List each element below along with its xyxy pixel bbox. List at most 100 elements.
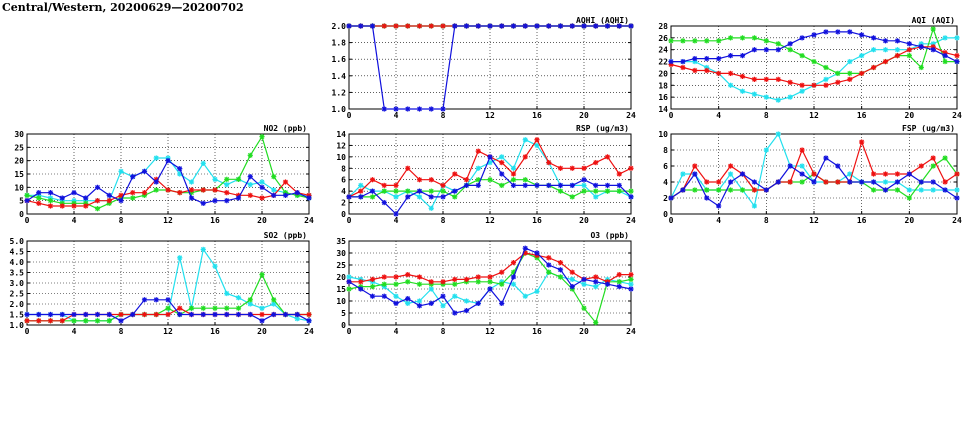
data-point-rsp-3-11 — [475, 182, 481, 189]
data-point-o3-3-4 — [393, 300, 399, 306]
data-point-fsp-3-12 — [811, 179, 817, 185]
data-point-no2-2-15 — [200, 187, 206, 193]
x-tick-label-aqhi-6: 24 — [626, 111, 636, 120]
data-point-rsp-3-0 — [346, 194, 352, 200]
y-tick-label-so2-8: 5.0 — [10, 237, 25, 246]
data-point-o3-1-23 — [616, 279, 622, 285]
data-point-o3-2-7 — [428, 279, 434, 285]
x-tick-label-rsp-0: 0 — [347, 216, 352, 225]
data-point-aqi-0-5 — [727, 82, 734, 88]
data-point-no2-3-1 — [36, 190, 42, 196]
data-point-aqi-3-20 — [906, 41, 912, 47]
data-point-so2-3-21 — [271, 311, 277, 318]
data-point-rsp-2-3 — [381, 182, 387, 189]
y-tick-label-aqi-5: 24 — [658, 46, 668, 55]
data-point-o3-1-12 — [487, 279, 493, 285]
data-point-rsp-2-5 — [405, 165, 411, 171]
data-point-aqi-3-23 — [942, 53, 948, 59]
data-point-fsp-0-9 — [775, 131, 781, 137]
data-point-aqhi-2-6 — [416, 23, 423, 29]
data-point-aqi-0-15 — [847, 58, 853, 65]
data-point-so2-3-6 — [94, 311, 101, 318]
data-point-fsp-3-20 — [906, 171, 912, 177]
series-line-no2-2 — [26, 178, 310, 207]
data-point-so2-2-1 — [36, 318, 42, 324]
x-tick-label-so2-3: 12 — [163, 327, 173, 336]
data-point-rsp-1-14 — [510, 177, 517, 183]
data-point-fsp-0-21 — [918, 187, 924, 193]
data-point-aqhi-3-14 — [510, 23, 517, 29]
chart-title-aqi: AQI (AQI) — [912, 16, 955, 25]
x-tick-label-o3-4: 16 — [532, 327, 542, 336]
chart-so2: 1.01.5 2.02.5 3.03.5 4.04.5 5.0 0 4 8 12 16 20 24 SO… — [10, 231, 314, 336]
data-point-aqi-2-10 — [787, 79, 793, 85]
data-point-aqhi-3-6 — [416, 106, 423, 112]
data-point-no2-2-9 — [130, 190, 136, 196]
data-point-aqi-3-17 — [870, 35, 877, 41]
data-point-so2-3-5 — [83, 311, 89, 318]
y-tick-label-aqi-7: 28 — [658, 22, 668, 31]
data-point-o3-2-4 — [393, 274, 399, 280]
data-point-o3-3-22 — [604, 281, 611, 287]
y-tick-label-aqhi-1: 1.2 — [332, 88, 347, 97]
data-point-no2-1-20 — [259, 134, 265, 140]
data-point-aqi-1-2 — [692, 38, 698, 44]
data-point-rsp-0-14 — [510, 165, 517, 171]
data-point-fsp-2-16 — [859, 139, 865, 145]
data-point-aqi-2-12 — [811, 82, 817, 88]
data-point-o3-3-8 — [440, 293, 446, 299]
data-point-fsp-2-18 — [882, 171, 889, 177]
data-point-rsp-3-21 — [593, 182, 599, 189]
data-point-so2-1-19 — [247, 297, 253, 303]
data-point-aqi-1-22 — [930, 26, 936, 32]
data-point-fsp-3-0 — [668, 195, 674, 201]
data-point-so2-1-6 — [94, 318, 101, 324]
data-point-aqhi-3-12 — [487, 23, 493, 29]
data-point-aqhi-2-3 — [381, 23, 387, 29]
data-point-fsp-3-14 — [835, 163, 841, 169]
y-tick-label-so2-2: 2.0 — [10, 300, 25, 309]
data-point-so2-3-10 — [141, 297, 148, 303]
data-point-so2-2-8 — [118, 311, 124, 318]
y-tick-label-so2-4: 3.0 — [10, 279, 25, 288]
data-point-no2-2-14 — [188, 187, 195, 193]
data-point-aqi-3-5 — [727, 53, 734, 59]
y-tick-label-o3-3: 15 — [336, 285, 346, 294]
data-point-aqi-1-0 — [668, 38, 674, 44]
data-point-rsp-1-12 — [487, 177, 493, 183]
data-point-no2-2-22 — [282, 179, 289, 185]
y-tick-label-rsp-3: 6 — [341, 176, 346, 185]
data-point-rsp-2-17 — [546, 159, 552, 166]
data-point-no2-1-11 — [153, 187, 159, 193]
x-tick-label-o3-5: 20 — [579, 327, 589, 336]
data-point-aqi-3-6 — [739, 53, 746, 59]
data-point-o3-0-7 — [428, 286, 434, 292]
data-point-o3-2-21 — [593, 274, 599, 280]
y-tick-label-fsp-1: 2 — [663, 194, 668, 203]
data-point-o3-3-12 — [487, 286, 493, 292]
data-point-so2-2-2 — [47, 318, 54, 324]
data-point-rsp-2-11 — [475, 148, 481, 154]
data-point-aqhi-3-4 — [393, 106, 399, 112]
data-point-so2-1-4 — [71, 318, 77, 324]
x-tick-label-fsp-1: 4 — [716, 216, 721, 225]
data-point-aqi-1-1 — [680, 38, 686, 44]
x-tick-label-aqi-6: 24 — [952, 111, 962, 120]
data-point-o3-0-0 — [346, 274, 352, 280]
data-point-so2-3-4 — [71, 311, 77, 318]
data-point-aqi-0-17 — [870, 47, 877, 53]
data-point-o3-1-18 — [557, 274, 564, 280]
data-point-aqi-0-18 — [882, 47, 889, 53]
data-point-aqi-3-0 — [668, 58, 674, 65]
data-point-rsp-2-2 — [369, 177, 376, 183]
data-point-aqi-1-12 — [811, 58, 817, 65]
data-point-o3-2-11 — [475, 274, 481, 280]
data-point-rsp-3-16 — [534, 182, 540, 189]
data-point-o3-2-18 — [557, 260, 564, 266]
data-point-so2-1-21 — [271, 297, 277, 303]
data-point-fsp-3-23 — [942, 187, 948, 193]
data-point-aqhi-3-20 — [581, 23, 587, 29]
data-point-aqi-1-3 — [704, 38, 710, 44]
